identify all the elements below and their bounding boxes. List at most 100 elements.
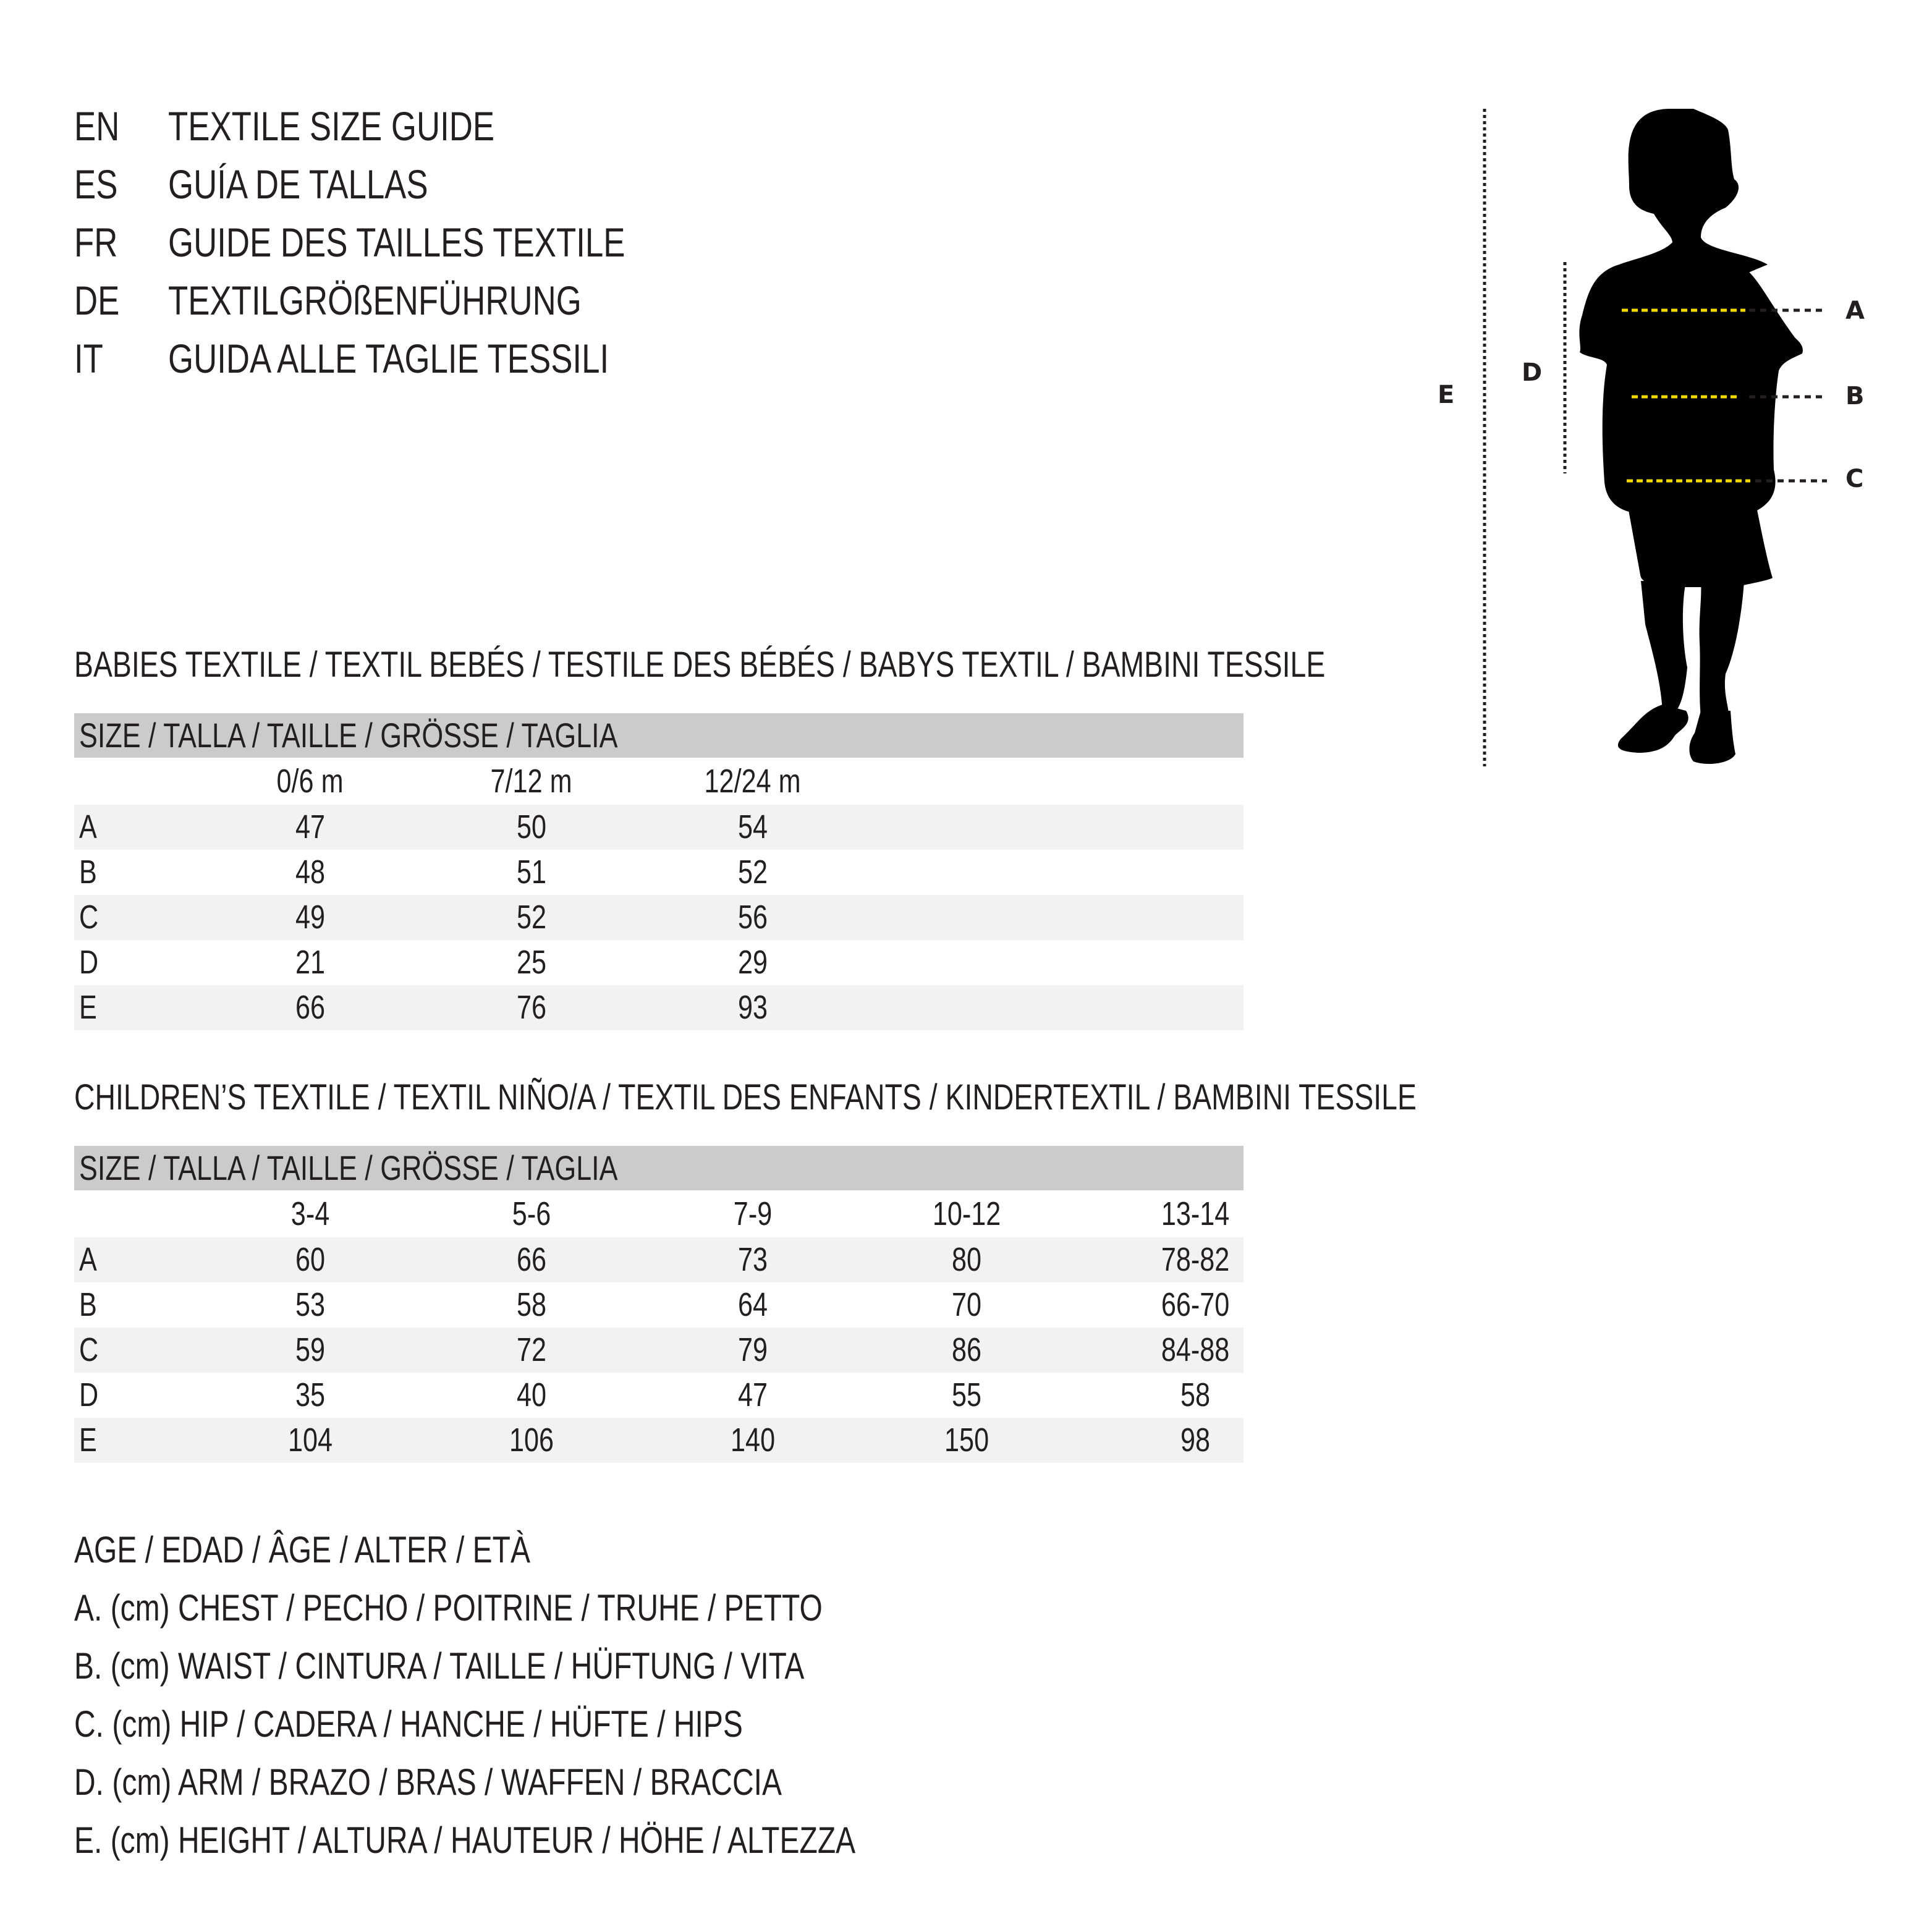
- children-heading: CHILDREN’S TEXTILE / TEXTIL NIÑO/A / TEX…: [74, 1076, 1752, 1119]
- cell-value: 52: [516, 899, 547, 936]
- cell-value: 73: [737, 1241, 768, 1278]
- cell-value: 55: [951, 1376, 982, 1413]
- cell-value: 76: [516, 989, 547, 1026]
- children-size-table: SIZE / TALLA / TAILLE / GRÖSSE / TAGLIA …: [74, 1146, 1244, 1463]
- cell-value: 50: [516, 808, 547, 845]
- table-cell: 52: [679, 850, 827, 895]
- legend-chest: A. (cm) CHEST / PECHO / POITRINE / TRUHE…: [74, 1579, 1051, 1637]
- legend-text: B. (cm) WAIST / CINTURA / TAILLE / HÜFTU…: [74, 1645, 805, 1687]
- table-row: B 53 58 64 70 66-70: [74, 1282, 1244, 1328]
- row-label: E: [79, 989, 97, 1026]
- table-row: E 66 76 93: [74, 985, 1244, 1030]
- table-cell: 40: [457, 1373, 606, 1418]
- cell-value: 53: [295, 1286, 326, 1323]
- cell-value: 47: [737, 1376, 768, 1413]
- row-label: B: [79, 854, 97, 891]
- column-header-text: 0/6 m: [276, 763, 344, 800]
- legend-height: E. (cm) HEIGHT / ALTURA / HAUTEUR / HÖHE…: [74, 1811, 1051, 1870]
- column-header-row: 0/6 m 7/12 m 12/24 m: [74, 758, 1244, 805]
- cell-value: 58: [516, 1286, 547, 1323]
- table-cell: 79: [679, 1328, 827, 1373]
- table-cell: 56: [679, 895, 827, 940]
- table-cell: 60: [236, 1237, 384, 1282]
- table-row: A 60 66 73 80 78-82: [74, 1237, 1244, 1282]
- label-e: E: [1438, 381, 1455, 409]
- legend-age: AGE / EDAD / ÂGE / ALTER / ETÀ: [74, 1521, 1051, 1579]
- cell-value: 150: [944, 1421, 989, 1459]
- column-header-text: 7-9: [733, 1195, 773, 1232]
- cell-value: 93: [737, 989, 768, 1026]
- table-cell: 140: [679, 1418, 827, 1463]
- row-label: A: [79, 1241, 97, 1278]
- row-label: B: [79, 1286, 97, 1323]
- cell-value: 25: [516, 944, 547, 981]
- table-cell: 54: [679, 805, 827, 850]
- legend-text: D. (cm) ARM / BRAZO / BRAS / WAFFEN / BR…: [74, 1761, 782, 1803]
- table-cell: 49: [236, 895, 384, 940]
- table-cell: 66-70: [1121, 1282, 1269, 1328]
- cell-value: 79: [737, 1331, 768, 1368]
- label-d: D: [1522, 358, 1543, 387]
- title-text: GUÍA DE TALLAS: [168, 161, 428, 207]
- lang-code: ES: [74, 161, 118, 207]
- table-cell: 48: [236, 850, 384, 895]
- cell-value: 51: [516, 854, 547, 891]
- table-cell: 150: [892, 1418, 1041, 1463]
- table-cell: 29: [679, 940, 827, 985]
- table-cell: 78-82: [1121, 1237, 1269, 1282]
- table-cell: 21: [236, 940, 384, 985]
- table-row: E 104 106 140 150 98: [74, 1418, 1244, 1463]
- cell-value: 70: [951, 1286, 982, 1323]
- table-cell: 73: [679, 1237, 827, 1282]
- size-header-bar: SIZE / TALLA / TAILLE / GRÖSSE / TAGLIA: [74, 713, 1244, 758]
- left-shoe: [1617, 705, 1688, 753]
- table-cell: 53: [236, 1282, 384, 1328]
- right-leg: [1699, 581, 1744, 717]
- right-shoe: [1689, 711, 1735, 764]
- table-cell: 98: [1121, 1418, 1269, 1463]
- babies-heading-text: BABIES TEXTILE / TEXTIL BEBÉS / TESTILE …: [74, 645, 1326, 685]
- cell-value: 52: [737, 854, 768, 891]
- cell-value: 66: [516, 1241, 547, 1278]
- lang-code: DE: [74, 278, 120, 323]
- table-cell: 25: [457, 940, 606, 985]
- column-header: 13-14: [1121, 1190, 1269, 1237]
- cell-value: 66-70: [1161, 1286, 1230, 1323]
- cell-value: 72: [516, 1331, 547, 1368]
- title-text: GUIDE DES TAILLES TEXTILE: [168, 219, 625, 265]
- column-header: 7-9: [679, 1190, 827, 1237]
- table-row: D 21 25 29: [74, 940, 1244, 985]
- measurement-legend: AGE / EDAD / ÂGE / ALTER / ETÀ A. (cm) C…: [74, 1521, 1051, 1870]
- table-row: C 59 72 79 86 84-88: [74, 1328, 1244, 1373]
- table-cell: 70: [892, 1282, 1041, 1328]
- table-row: B 48 51 52: [74, 850, 1244, 895]
- cell-value: 60: [295, 1241, 326, 1278]
- column-header-row: 3-4 5-6 7-9 10-12 13-14: [74, 1190, 1244, 1237]
- cell-value: 78-82: [1161, 1241, 1230, 1278]
- row-label: A: [79, 808, 97, 845]
- babies-size-table: SIZE / TALLA / TAILLE / GRÖSSE / TAGLIA …: [74, 713, 1244, 1030]
- child-silhouette: [1579, 109, 1803, 764]
- table-cell: 66: [457, 1237, 606, 1282]
- row-label: C: [79, 899, 99, 936]
- table-cell: 66: [236, 985, 384, 1030]
- table-cell: 51: [457, 850, 606, 895]
- table-cell: 72: [457, 1328, 606, 1373]
- column-header-text: 12/24 m: [704, 763, 802, 800]
- table-cell: 50: [457, 805, 606, 850]
- babies-heading: BABIES TEXTILE / TEXTIL BEBÉS / TESTILE …: [74, 643, 1638, 687]
- cell-value: 140: [730, 1421, 776, 1459]
- cell-value: 104: [287, 1421, 333, 1459]
- children-heading-text: CHILDREN’S TEXTILE / TEXTIL NIÑO/A / TEX…: [74, 1077, 1417, 1117]
- legend-text: C. (cm) HIP / CADERA / HANCHE / HÜFTE / …: [74, 1703, 743, 1745]
- table-cell: 104: [236, 1418, 384, 1463]
- table-cell: 59: [236, 1328, 384, 1373]
- column-header: 3-4: [236, 1190, 384, 1237]
- shorts: [1628, 507, 1773, 587]
- column-header: 12/24 m: [679, 758, 827, 805]
- head: [1619, 109, 1768, 290]
- cell-value: 21: [295, 944, 326, 981]
- table-row: D 35 40 47 55 58: [74, 1373, 1244, 1418]
- cell-value: 29: [737, 944, 768, 981]
- cell-value: 64: [737, 1286, 768, 1323]
